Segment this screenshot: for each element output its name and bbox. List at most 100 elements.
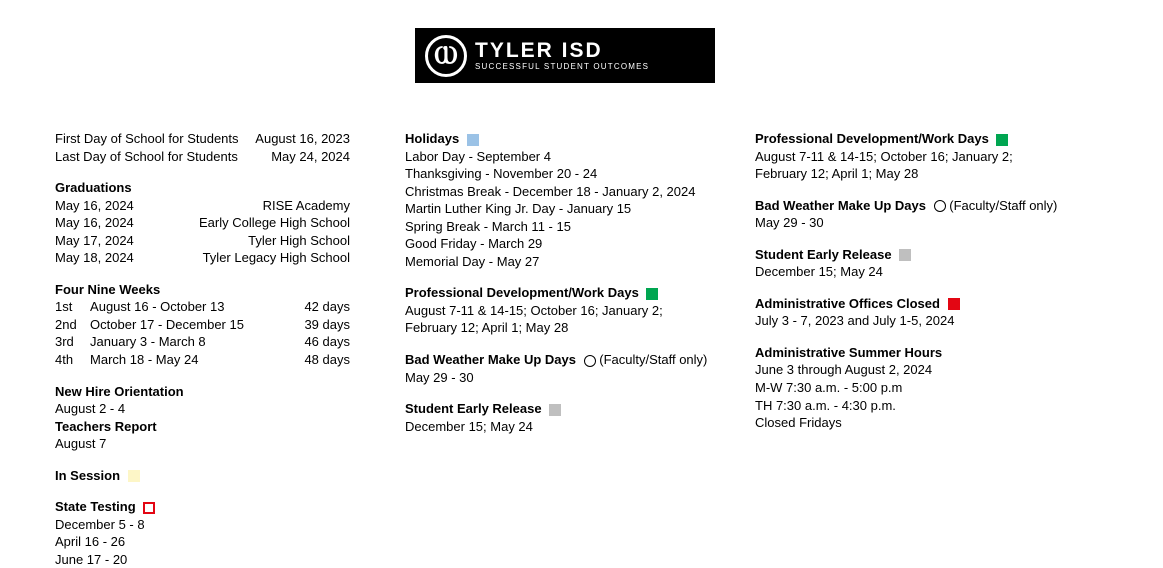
pd-line: August 7-11 & 14-15; October 16; January… [405, 302, 725, 320]
early-release-header: Student Early Release [405, 401, 542, 416]
nine-n: 2nd [55, 316, 90, 334]
pd-header: Professional Development/Work Days [405, 285, 639, 300]
logo-emblem-icon: Ⲱ [425, 35, 467, 77]
new-hire-section: New Hire Orientation August 2 - 4 Teache… [55, 383, 375, 453]
offices-closed-header: Administrative Offices Closed [755, 296, 940, 311]
offices-closed-swatch-icon [948, 298, 960, 310]
summer-hours-header: Administrative Summer Hours [755, 344, 1075, 362]
graduation-row: May 16, 2024 Early College High School [55, 214, 350, 232]
nine-n: 4th [55, 351, 90, 369]
nine-range: October 17 - December 15 [90, 316, 292, 334]
holiday-line: Memorial Day - May 27 [405, 253, 725, 271]
offices-closed-dates: July 3 - 7, 2023 and July 1-5, 2024 [755, 312, 1075, 330]
state-testing-date: June 17 - 20 [55, 551, 375, 568]
grad-date: May 18, 2024 [55, 249, 134, 267]
state-testing-header: State Testing [55, 499, 136, 514]
pd-section: Professional Development/Work Days Augus… [755, 130, 1075, 183]
nine-n: 3rd [55, 333, 90, 351]
table-row: 1stAugust 16 - October 1342 days [55, 298, 350, 316]
holiday-line: Good Friday - March 29 [405, 235, 725, 253]
holiday-line: Christmas Break - December 18 - January … [405, 183, 725, 201]
content-columns: First Day of School for Students August … [55, 130, 1115, 568]
holiday-line: Labor Day - September 4 [405, 148, 725, 166]
summer-line: TH 7:30 a.m. - 4:30 p.m. [755, 397, 1075, 415]
grad-school: Tyler Legacy High School [203, 249, 350, 267]
nine-days: 42 days [292, 298, 350, 316]
grad-date: May 16, 2024 [55, 197, 134, 215]
grad-school: Tyler High School [248, 232, 350, 250]
nine-days: 48 days [292, 351, 350, 369]
teachers-report-header: Teachers Report [55, 418, 375, 436]
table-row: 4thMarch 18 - May 2448 days [55, 351, 350, 369]
holidays-section: Holidays Labor Day - September 4 Thanksg… [405, 130, 725, 270]
summer-line: M-W 7:30 a.m. - 5:00 p.m [755, 379, 1075, 397]
last-day-label: Last Day of School for Students [55, 148, 238, 166]
bad-weather-section: Bad Weather Make Up Days (Faculty/Staff … [405, 351, 725, 386]
bad-weather-note: (Faculty/Staff only) [949, 198, 1057, 213]
pd-header: Professional Development/Work Days [755, 131, 989, 146]
early-release-swatch-icon [549, 404, 561, 416]
column-right: Professional Development/Work Days Augus… [755, 130, 1075, 568]
first-day-label: First Day of School for Students [55, 130, 239, 148]
column-middle: Holidays Labor Day - September 4 Thanksg… [405, 130, 725, 568]
bad-weather-dates: May 29 - 30 [405, 369, 725, 387]
early-release-dates: December 15; May 24 [755, 263, 1075, 281]
state-testing-section: State Testing December 5 - 8 April 16 - … [55, 498, 375, 568]
nine-range: March 18 - May 24 [90, 351, 292, 369]
bad-weather-dates: May 29 - 30 [755, 214, 1075, 232]
early-release-section: Student Early Release December 15; May 2… [755, 246, 1075, 281]
bad-weather-section: Bad Weather Make Up Days (Faculty/Staff … [755, 197, 1075, 232]
bad-weather-header: Bad Weather Make Up Days [755, 198, 926, 213]
state-testing-date: December 5 - 8 [55, 516, 375, 534]
logo-tagline: SUCCESSFUL STUDENT OUTCOMES [475, 63, 649, 71]
graduations-header: Graduations [55, 179, 375, 197]
graduation-row: May 18, 2024 Tyler Legacy High School [55, 249, 350, 267]
nine-days: 46 days [292, 333, 350, 351]
bad-weather-header: Bad Weather Make Up Days [405, 352, 576, 367]
bad-weather-note: (Faculty/Staff only) [599, 352, 707, 367]
bad-weather-circle-icon [934, 200, 946, 212]
first-day-row: First Day of School for Students August … [55, 130, 350, 148]
holiday-line: Martin Luther King Jr. Day - January 15 [405, 200, 725, 218]
holidays-header: Holidays [405, 131, 459, 146]
nine-days: 39 days [292, 316, 350, 334]
in-session-header: In Session [55, 468, 120, 483]
state-testing-date: April 16 - 26 [55, 533, 375, 551]
table-row: 2ndOctober 17 - December 1539 days [55, 316, 350, 334]
summer-hours-section: Administrative Summer Hours June 3 throu… [755, 344, 1075, 432]
grad-date: May 16, 2024 [55, 214, 134, 232]
four-nine-header: Four Nine Weeks [55, 281, 375, 299]
new-hire-dates: August 2 - 4 [55, 400, 375, 418]
new-hire-header: New Hire Orientation [55, 383, 375, 401]
graduations-section: Graduations May 16, 2024RISE Academy May… [55, 179, 375, 267]
nine-range: August 16 - October 13 [90, 298, 292, 316]
column-left: First Day of School for Students August … [55, 130, 375, 568]
nine-range: January 3 - March 8 [90, 333, 292, 351]
pd-line: August 7-11 & 14-15; October 16; January… [755, 148, 1075, 166]
holiday-line: Thanksgiving - November 20 - 24 [405, 165, 725, 183]
pd-line: February 12; April 1; May 28 [405, 319, 725, 337]
four-nine-section: Four Nine Weeks 1stAugust 16 - October 1… [55, 281, 375, 369]
offices-closed-section: Administrative Offices Closed July 3 - 7… [755, 295, 1075, 330]
nine-n: 1st [55, 298, 90, 316]
graduation-row: May 16, 2024RISE Academy [55, 197, 350, 215]
last-day-date: May 24, 2024 [271, 148, 350, 166]
early-release-dates: December 15; May 24 [405, 418, 725, 436]
teachers-report-date: August 7 [55, 435, 375, 453]
pd-section: Professional Development/Work Days Augus… [405, 284, 725, 337]
holidays-swatch-icon [467, 134, 479, 146]
state-testing-swatch-icon [143, 502, 155, 514]
pd-swatch-icon [646, 288, 658, 300]
graduation-row: May 17, 2024 Tyler High School [55, 232, 350, 250]
last-day-row: Last Day of School for Students May 24, … [55, 148, 350, 166]
early-release-header: Student Early Release [755, 247, 892, 262]
grad-date: May 17, 2024 [55, 232, 134, 250]
summer-line: Closed Fridays [755, 414, 1075, 432]
pd-line: February 12; April 1; May 28 [755, 165, 1075, 183]
first-day-date: August 16, 2023 [255, 130, 350, 148]
early-release-section: Student Early Release December 15; May 2… [405, 400, 725, 435]
grad-school: Early College High School [199, 214, 350, 232]
logo-main: TYLER ISD [475, 40, 649, 61]
in-session-section: In Session [55, 467, 375, 485]
logo-text: TYLER ISD SUCCESSFUL STUDENT OUTCOMES [475, 40, 649, 71]
